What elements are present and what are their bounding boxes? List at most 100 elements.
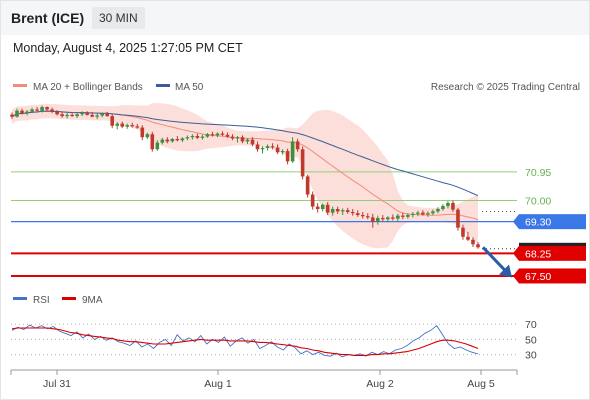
candle-body: [310, 194, 315, 207]
timeframe-button[interactable]: 30 MIN: [92, 7, 145, 29]
candle-body: [110, 116, 115, 126]
candle-body: [451, 202, 455, 210]
candle-body: [350, 212, 355, 214]
candle-body: [210, 134, 215, 136]
candle-body: [275, 147, 280, 153]
candle-body: [240, 137, 245, 142]
candle-body: [175, 139, 180, 141]
candle-body: [380, 218, 385, 220]
candle-body: [230, 136, 235, 139]
candle-body: [150, 134, 155, 150]
candle-body: [355, 213, 360, 216]
rsi-layer: 30 50 70: [11, 319, 537, 362]
datetime-label: Monday, August 4, 2025 1:27:05 PM CET: [13, 41, 243, 55]
rsi-legend-swatch: [13, 297, 27, 300]
research-credit: Research © 2025 Trading Central: [431, 82, 580, 93]
candle-body: [375, 218, 380, 222]
candle-body: [305, 176, 310, 195]
candle-body: [396, 215, 400, 219]
candle-body: [50, 109, 54, 112]
candle-body: [441, 205, 445, 209]
candle-body: [461, 227, 465, 237]
rsi-tick-50: 50: [525, 334, 537, 346]
level-box-pointer-68.25: [513, 245, 519, 261]
candle-body: [15, 110, 19, 117]
candle-body: [411, 213, 415, 216]
candle-body: [135, 126, 140, 128]
candle-body: [416, 212, 420, 214]
ma50-legend-label: MA 50: [175, 82, 204, 93]
ma50-line: [11, 110, 479, 197]
ma50-legend-swatch: [156, 84, 170, 87]
candle-body: [401, 215, 405, 217]
candle-body: [335, 208, 340, 212]
support-resistance-layer: [11, 171, 517, 277]
candle-body: [145, 134, 150, 138]
candle-body: [170, 139, 175, 142]
candle-body: [25, 111, 29, 114]
x-axis-layer: Jul 31 Aug 1 Aug 2 Aug 5: [10, 370, 518, 390]
candle-body: [200, 136, 205, 138]
bollinger-bands-layer: [12, 103, 478, 249]
candle-body: [320, 204, 325, 209]
candle-body: [285, 151, 290, 162]
candle-body: [205, 134, 210, 137]
level-box-69.30: [519, 214, 586, 230]
candle-body: [90, 114, 94, 117]
candle-body: [70, 114, 74, 117]
candle-body: [245, 139, 250, 142]
candle-body: [20, 110, 24, 114]
candle-body: [250, 139, 255, 145]
rsi-ma-legend-label: 9MA: [82, 295, 103, 306]
candle-body: [195, 136, 200, 138]
candle-body: [340, 210, 345, 212]
x-tick-label: Jul 31: [43, 378, 71, 390]
bollinger-band-area: [12, 103, 478, 249]
candle-body: [130, 125, 135, 127]
candle-body: [391, 217, 395, 219]
candle-body: [80, 113, 84, 115]
candle-body: [421, 212, 425, 215]
instrument-title: Brent (ICE): [11, 10, 85, 26]
candle-body: [431, 211, 435, 214]
candle-body: [225, 134, 230, 137]
candle-body: [446, 202, 450, 206]
candlestick-layer: [10, 105, 480, 249]
candle-body: [55, 111, 59, 115]
candle-body: [370, 217, 375, 222]
candle-body: [60, 114, 64, 117]
candle-body: [406, 215, 410, 217]
candle-body: [105, 113, 110, 117]
candle-body: [75, 114, 79, 117]
candle-body: [255, 144, 260, 150]
candle-body: [270, 146, 275, 148]
candle-body: [165, 139, 170, 142]
candle-body: [295, 141, 300, 150]
x-tick-label: Aug 1: [204, 378, 232, 390]
candle-body: [315, 206, 320, 209]
bollinger-legend-label: MA 20 + Bollinger Bands: [33, 82, 143, 93]
candle-body: [30, 109, 34, 112]
level-box-67.50: [519, 268, 586, 284]
candle-body: [436, 208, 440, 212]
rsi-legend-label: RSI: [33, 295, 50, 306]
rsi-ma-legend-swatch: [62, 297, 76, 300]
level-label-70.00: 70.00: [525, 196, 551, 208]
level-label-70.95: 70.95: [525, 167, 551, 179]
candle-body: [160, 139, 165, 143]
candle-body: [180, 138, 185, 141]
moving-averages-layer: [11, 110, 479, 221]
x-tick-label: Aug 5: [467, 378, 495, 390]
level-box-pointer-67.50: [513, 268, 519, 284]
candle-body: [155, 142, 160, 150]
candle-body: [185, 137, 190, 139]
candle-body: [40, 107, 44, 111]
candle-body: [45, 107, 49, 110]
candle-body: [85, 113, 89, 115]
projection-arrow-shaft: [481, 246, 508, 273]
ma20-legend-swatch: [13, 84, 27, 87]
level-label-68.25: 68.25: [525, 248, 551, 260]
candle-body: [456, 209, 460, 228]
candle-body: [140, 127, 145, 138]
